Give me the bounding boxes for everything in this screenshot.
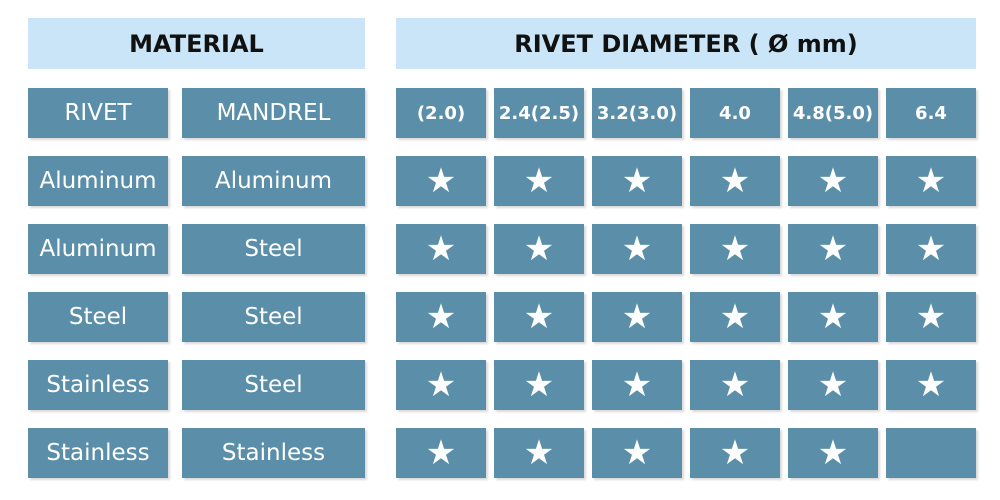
availability-cell: ★ <box>690 156 780 206</box>
star-icon: ★ <box>621 297 653 337</box>
star-icon: ★ <box>621 433 653 473</box>
rivet-cell: Steel <box>28 292 168 342</box>
star-icon: ★ <box>719 433 751 473</box>
availability-cell: ★ <box>396 224 486 274</box>
mandrel-cell: Stainless <box>182 428 365 478</box>
star-icon: ★ <box>523 229 555 269</box>
star-icon: ★ <box>915 229 947 269</box>
availability-cell: ★ <box>396 292 486 342</box>
star-icon: ★ <box>719 229 751 269</box>
availability-cell: ★ <box>494 292 584 342</box>
availability-cell: ★ <box>396 428 486 478</box>
star-icon: ★ <box>425 297 457 337</box>
availability-cell: ★ <box>690 360 780 410</box>
star-icon: ★ <box>719 365 751 405</box>
availability-cell: ★ <box>592 428 682 478</box>
column-header: RIVET <box>28 88 168 138</box>
rivet-cell: Aluminum <box>28 156 168 206</box>
star-icon: ★ <box>621 229 653 269</box>
star-icon: ★ <box>817 433 849 473</box>
availability-cell <box>886 428 976 478</box>
star-icon: ★ <box>523 297 555 337</box>
rivet-cell: Aluminum <box>28 224 168 274</box>
availability-cell: ★ <box>592 292 682 342</box>
availability-cell: ★ <box>886 292 976 342</box>
rivet-cell: Stainless <box>28 428 168 478</box>
column-header: (2.0) <box>396 88 486 138</box>
star-icon: ★ <box>817 229 849 269</box>
availability-cell: ★ <box>788 156 878 206</box>
star-icon: ★ <box>425 365 457 405</box>
availability-cell: ★ <box>886 156 976 206</box>
star-icon: ★ <box>523 433 555 473</box>
availability-cell: ★ <box>494 428 584 478</box>
availability-cell: ★ <box>788 428 878 478</box>
star-icon: ★ <box>523 365 555 405</box>
column-header: 2.4(2.5) <box>494 88 584 138</box>
availability-cell: ★ <box>788 360 878 410</box>
star-icon: ★ <box>621 161 653 201</box>
mandrel-cell: Steel <box>182 224 365 274</box>
availability-cell: ★ <box>592 224 682 274</box>
availability-cell: ★ <box>788 224 878 274</box>
column-header: 6.4 <box>886 88 976 138</box>
star-icon: ★ <box>425 229 457 269</box>
star-icon: ★ <box>915 365 947 405</box>
star-icon: ★ <box>425 433 457 473</box>
star-icon: ★ <box>719 161 751 201</box>
star-icon: ★ <box>817 365 849 405</box>
star-icon: ★ <box>915 297 947 337</box>
availability-cell: ★ <box>494 156 584 206</box>
availability-cell: ★ <box>690 428 780 478</box>
star-icon: ★ <box>719 297 751 337</box>
star-icon: ★ <box>817 161 849 201</box>
star-icon: ★ <box>621 365 653 405</box>
column-header: 4.8(5.0) <box>788 88 878 138</box>
star-icon: ★ <box>425 161 457 201</box>
availability-cell: ★ <box>690 224 780 274</box>
availability-cell: ★ <box>494 360 584 410</box>
column-header: 3.2(3.0) <box>592 88 682 138</box>
availability-cell: ★ <box>690 292 780 342</box>
material-header: MATERIAL <box>28 18 365 69</box>
mandrel-cell: Steel <box>182 292 365 342</box>
mandrel-cell: Aluminum <box>182 156 365 206</box>
availability-cell: ★ <box>592 360 682 410</box>
availability-cell: ★ <box>494 224 584 274</box>
star-icon: ★ <box>523 161 555 201</box>
column-header: 4.0 <box>690 88 780 138</box>
diameter-header: RIVET DIAMETER ( Ø mm) <box>396 18 976 69</box>
availability-cell: ★ <box>886 224 976 274</box>
availability-cell: ★ <box>788 292 878 342</box>
column-header: MANDREL <box>182 88 365 138</box>
availability-cell: ★ <box>396 360 486 410</box>
availability-cell: ★ <box>886 360 976 410</box>
star-icon: ★ <box>817 297 849 337</box>
rivet-cell: Stainless <box>28 360 168 410</box>
availability-cell: ★ <box>396 156 486 206</box>
star-icon: ★ <box>915 161 947 201</box>
availability-cell: ★ <box>592 156 682 206</box>
mandrel-cell: Steel <box>182 360 365 410</box>
